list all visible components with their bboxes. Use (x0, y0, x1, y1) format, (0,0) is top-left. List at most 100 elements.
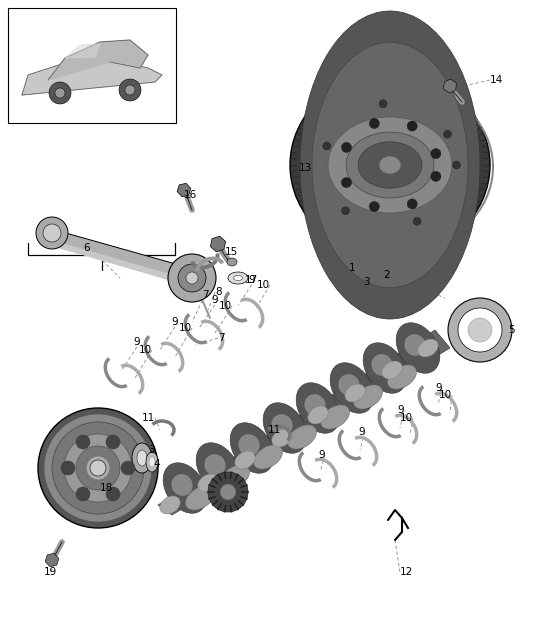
Ellipse shape (387, 365, 416, 389)
Text: 5: 5 (508, 325, 514, 335)
Ellipse shape (418, 339, 438, 357)
Text: 10: 10 (439, 390, 452, 400)
Text: 9: 9 (359, 427, 365, 437)
Circle shape (43, 224, 61, 242)
Text: 6: 6 (83, 243, 90, 253)
Circle shape (370, 202, 379, 212)
Text: 19: 19 (44, 567, 57, 577)
Text: 9: 9 (318, 450, 325, 460)
Ellipse shape (198, 474, 218, 492)
Text: 9: 9 (397, 405, 404, 415)
Text: 7: 7 (202, 290, 208, 300)
Polygon shape (22, 60, 162, 95)
Ellipse shape (345, 384, 365, 402)
Circle shape (61, 461, 75, 475)
Ellipse shape (404, 334, 426, 356)
Ellipse shape (163, 463, 207, 513)
Text: 1: 1 (348, 263, 355, 273)
Text: 10: 10 (179, 323, 192, 333)
Ellipse shape (363, 343, 407, 393)
Text: 3: 3 (364, 277, 370, 287)
Circle shape (106, 435, 120, 449)
Polygon shape (158, 330, 450, 515)
Ellipse shape (328, 117, 452, 213)
Circle shape (407, 121, 417, 131)
Text: 10: 10 (257, 280, 270, 290)
Circle shape (220, 484, 236, 500)
Ellipse shape (137, 450, 147, 466)
Ellipse shape (171, 474, 192, 496)
Circle shape (44, 414, 152, 522)
Ellipse shape (272, 429, 292, 447)
Ellipse shape (230, 423, 274, 474)
Circle shape (76, 446, 120, 490)
Ellipse shape (354, 385, 383, 409)
Polygon shape (52, 240, 175, 282)
Ellipse shape (296, 382, 340, 433)
Circle shape (370, 119, 379, 129)
Text: 9: 9 (435, 383, 442, 393)
Text: 11: 11 (268, 425, 281, 435)
Ellipse shape (288, 425, 317, 449)
Ellipse shape (271, 414, 293, 436)
Ellipse shape (290, 72, 490, 257)
Ellipse shape (263, 403, 307, 453)
Circle shape (168, 254, 216, 302)
Circle shape (90, 460, 106, 476)
Ellipse shape (379, 156, 401, 174)
Circle shape (431, 149, 441, 159)
Circle shape (86, 456, 110, 480)
Circle shape (448, 298, 512, 362)
Circle shape (323, 142, 331, 150)
Ellipse shape (235, 451, 255, 469)
Circle shape (444, 130, 452, 138)
Text: 12: 12 (400, 567, 413, 577)
Circle shape (407, 199, 417, 209)
Ellipse shape (320, 405, 349, 429)
Circle shape (119, 79, 141, 101)
Circle shape (55, 88, 65, 98)
Circle shape (452, 161, 461, 169)
Circle shape (186, 272, 198, 284)
Text: 4: 4 (153, 459, 160, 469)
Circle shape (468, 318, 492, 342)
Text: 10: 10 (219, 301, 232, 311)
Polygon shape (65, 44, 100, 58)
Ellipse shape (358, 142, 422, 188)
Ellipse shape (346, 132, 434, 198)
Ellipse shape (132, 443, 152, 473)
Circle shape (458, 308, 502, 352)
Ellipse shape (396, 323, 440, 373)
Text: 16: 16 (183, 190, 197, 200)
Circle shape (38, 408, 158, 528)
Circle shape (342, 143, 352, 153)
Ellipse shape (338, 374, 360, 396)
Circle shape (413, 217, 421, 225)
Circle shape (208, 472, 248, 512)
Text: 10: 10 (139, 345, 152, 355)
Ellipse shape (308, 406, 328, 424)
Text: 9: 9 (171, 317, 178, 327)
Text: 2: 2 (383, 270, 390, 280)
Text: 3: 3 (148, 445, 155, 455)
Ellipse shape (305, 394, 325, 416)
Circle shape (49, 82, 71, 104)
Circle shape (64, 434, 132, 502)
Circle shape (36, 217, 68, 249)
Ellipse shape (238, 434, 259, 456)
Ellipse shape (371, 354, 392, 376)
Circle shape (379, 100, 387, 108)
Text: 9: 9 (134, 337, 140, 347)
Ellipse shape (382, 361, 402, 379)
Text: 8: 8 (215, 287, 222, 297)
Text: 10: 10 (400, 413, 413, 423)
Ellipse shape (300, 11, 480, 319)
Text: 18: 18 (100, 483, 113, 493)
Ellipse shape (196, 443, 240, 493)
Ellipse shape (312, 42, 468, 288)
Circle shape (342, 178, 352, 188)
Ellipse shape (227, 258, 237, 266)
Text: 13: 13 (299, 163, 312, 173)
Text: 17: 17 (245, 275, 258, 285)
Circle shape (178, 264, 206, 292)
